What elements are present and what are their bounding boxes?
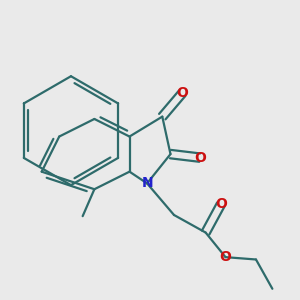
Text: O: O <box>176 86 188 100</box>
Text: O: O <box>220 250 232 264</box>
Text: N: N <box>141 176 153 190</box>
Text: O: O <box>194 151 206 165</box>
Text: O: O <box>215 197 227 212</box>
